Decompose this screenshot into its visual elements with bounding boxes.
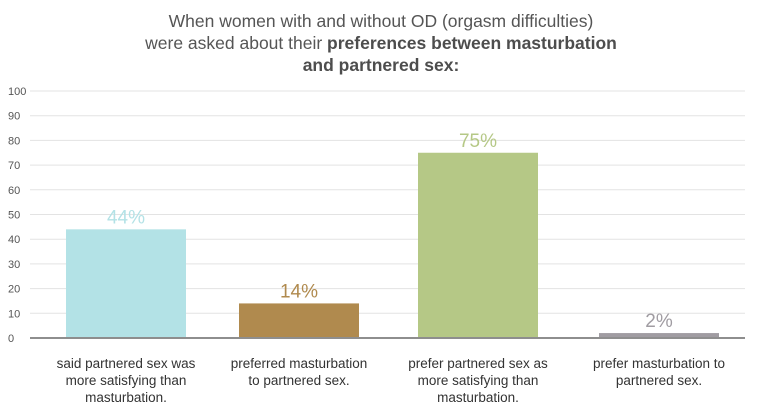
category-label-line: prefer masturbation to <box>592 356 726 371</box>
y-tick-label: 80 <box>8 135 20 147</box>
chart-title: When women with and without OD (orgasm d… <box>0 10 762 76</box>
title-line-1: When women with and without OD (orgasm d… <box>168 11 594 31</box>
y-tick-label: 20 <box>8 284 20 296</box>
data-label: 75% <box>459 131 497 152</box>
bar <box>239 303 359 338</box>
data-label: 44% <box>107 207 145 228</box>
data-label: 2% <box>645 311 673 332</box>
category-label: prefer masturbation to partnered sex. <box>574 355 744 389</box>
category-label-line: masturbation. <box>437 390 519 405</box>
y-tick-label: 100 <box>8 86 26 98</box>
y-tick-label: 40 <box>8 234 20 246</box>
y-tick-label: 60 <box>8 185 20 197</box>
category-label-line: said partnered sex was <box>56 356 196 371</box>
data-label: 14% <box>280 281 318 302</box>
title-line-2: were asked about their preferences betwe… <box>0 32 762 54</box>
y-tick-label: 70 <box>8 160 20 172</box>
bar <box>418 152 538 338</box>
y-tick-label: 0 <box>8 333 14 345</box>
category-label-line: masturbation. <box>85 390 167 405</box>
category-label: said partnered sex was more satisfying th… <box>41 355 211 406</box>
title-line-3: and partnered sex: <box>302 55 460 75</box>
bar <box>599 333 719 338</box>
bar <box>66 229 186 338</box>
y-tick-label: 30 <box>8 259 20 271</box>
category-label: prefer partnered sex as more satisfying t… <box>393 355 563 406</box>
category-label-line: to partnered sex. <box>248 373 350 388</box>
category-label-line: partnered sex. <box>615 373 703 388</box>
category-label-line: preferred masturbation <box>230 356 368 371</box>
title-line-2-text: were asked about their <box>145 33 328 53</box>
y-tick-label: 90 <box>8 111 20 123</box>
category-label-line: more satisfying than <box>417 373 539 388</box>
category-label: preferred masturbation to partnered sex. <box>214 355 384 389</box>
category-label-line: more satisfying than <box>65 373 187 388</box>
y-tick-label: 50 <box>8 210 20 222</box>
title-line-2-bold: preferences between masturbation <box>327 33 617 53</box>
y-tick-label: 10 <box>8 308 20 320</box>
category-label-line: prefer partnered sex as <box>408 356 548 371</box>
